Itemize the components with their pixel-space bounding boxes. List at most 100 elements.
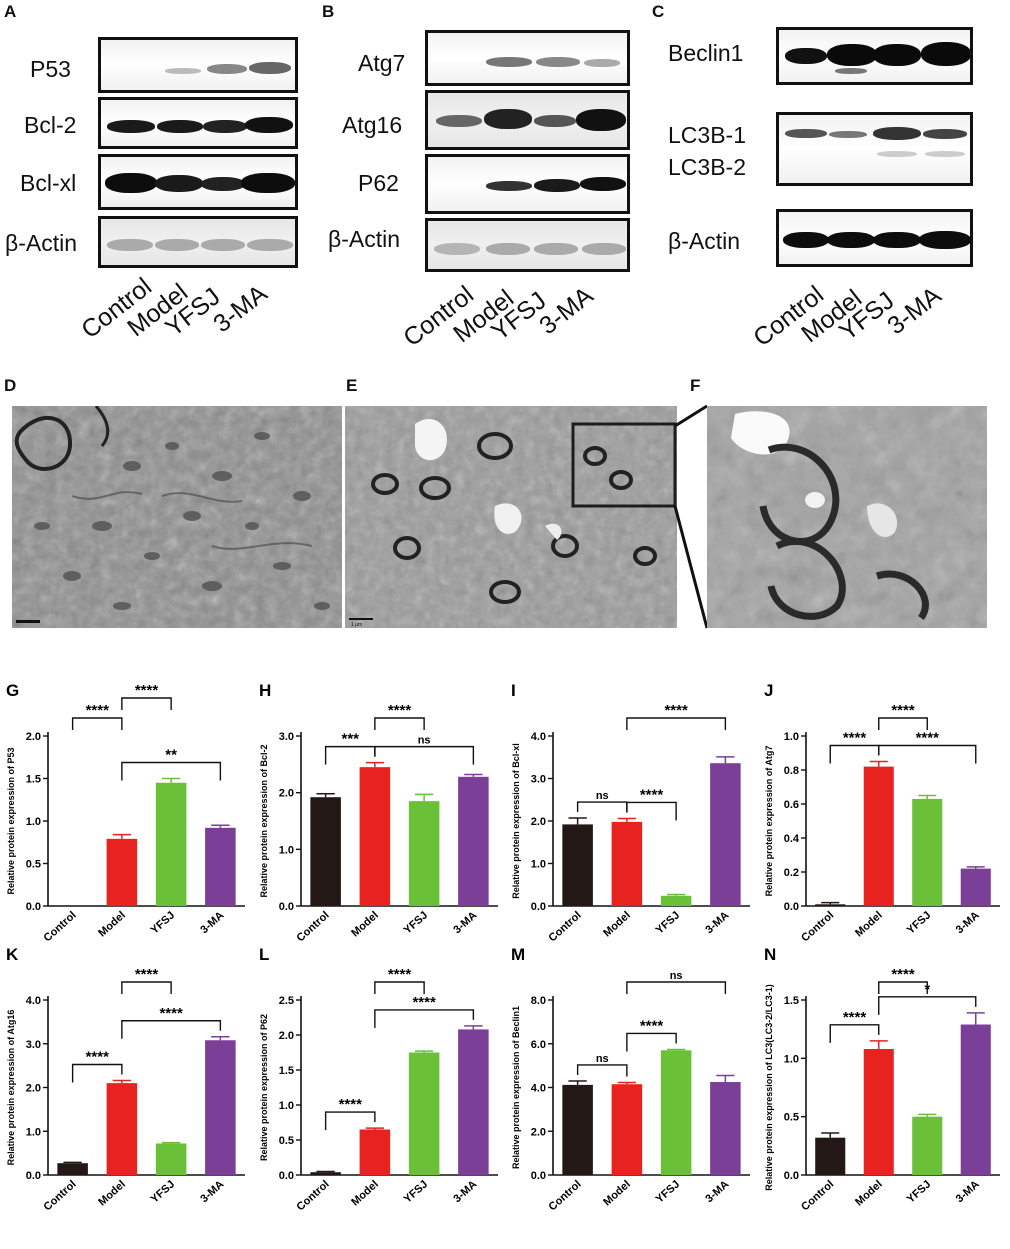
bar-yfsj bbox=[408, 801, 440, 906]
significance-bracket bbox=[71, 1063, 123, 1083]
bar-model bbox=[863, 766, 894, 906]
x-tick-label: Control bbox=[547, 1178, 584, 1213]
x-tick-label: YFSJ bbox=[149, 1178, 177, 1205]
blot-lc3b bbox=[776, 112, 973, 186]
y-axis-label: Relative protein expression of LC3(LC3-2… bbox=[764, 984, 774, 1191]
panel-letter-D: D bbox=[4, 376, 17, 395]
y-axis-label: Relative protein expression of P53 bbox=[6, 747, 16, 894]
em-texture-d bbox=[12, 406, 342, 628]
x-tick-label: YFSJ bbox=[402, 1178, 430, 1205]
significance-label: **** bbox=[135, 682, 159, 699]
panel-letter-E: E bbox=[346, 376, 358, 395]
significance-label: **** bbox=[640, 1017, 664, 1034]
x-tick-label: 3-MA bbox=[954, 1178, 982, 1205]
chart-M: M Relative protein expression of Beclin1 0… bbox=[505, 944, 760, 1249]
y-tick-label: 1.0 bbox=[784, 1053, 799, 1065]
bar-chart-svg: H Relative protein expression of Bcl-2 0.0… bbox=[259, 681, 498, 944]
y-tick-label: 4.0 bbox=[26, 995, 41, 1007]
x-tick-label: YFSJ bbox=[149, 909, 177, 936]
y-tick-label: 0.0 bbox=[531, 901, 546, 913]
y-tick-label: 1.0 bbox=[279, 1100, 294, 1112]
blot-actin-a bbox=[98, 216, 298, 268]
x-tick-label: Control bbox=[295, 1178, 332, 1213]
x-tick-label: Control bbox=[799, 909, 836, 944]
significance-label: ns bbox=[596, 1053, 609, 1065]
y-tick-label: 1.5 bbox=[26, 774, 41, 786]
panel-letter-N: N bbox=[764, 945, 776, 964]
panel-letter-B: B bbox=[322, 2, 335, 21]
bar-3-ma bbox=[205, 827, 236, 906]
bar-yfsj bbox=[912, 798, 943, 906]
y-tick-label: 3.0 bbox=[26, 1039, 41, 1051]
y-tick-label: 0.5 bbox=[279, 1135, 294, 1147]
y-tick-label: 0.6 bbox=[784, 799, 799, 811]
y-axis-label: Relative protein expression of Atg7 bbox=[764, 746, 774, 897]
x-tick-label: Model bbox=[601, 909, 633, 939]
x-tick-label: Model bbox=[349, 909, 381, 939]
chart-G: G Relative protein expression of P53 0.0 0.… bbox=[0, 680, 255, 980]
significance-bracket bbox=[878, 744, 977, 764]
bar-model bbox=[359, 767, 391, 906]
lane-label-a-3ma: 3-MA bbox=[208, 279, 273, 339]
significance-bracket bbox=[878, 717, 928, 730]
bar-model bbox=[106, 838, 138, 906]
chart-L: L Relative protein expression of P62 0.0 0.… bbox=[253, 944, 508, 1249]
y-tick-label: 2.0 bbox=[279, 788, 294, 800]
x-tick-label: Model bbox=[349, 1178, 381, 1208]
bar-chart-svg: J Relative protein expression of Atg7 0.0 0… bbox=[764, 681, 1000, 944]
significance-bracket bbox=[878, 981, 928, 994]
bar-3-ma bbox=[710, 1082, 741, 1175]
significance-bracket bbox=[121, 1020, 222, 1039]
y-axis-label: Relative protein expression of Bcl-2 bbox=[259, 744, 269, 897]
x-tick-label: 3-MA bbox=[954, 909, 982, 936]
bar-model bbox=[611, 821, 643, 906]
significance-label: ns bbox=[418, 735, 431, 747]
significance-bracket bbox=[626, 1032, 677, 1052]
blot-label-actin-a: β-Actin bbox=[5, 230, 78, 256]
y-tick-label: 3.0 bbox=[531, 774, 546, 786]
panel-letter-L: L bbox=[259, 945, 269, 964]
y-tick-label: 0.5 bbox=[26, 859, 41, 871]
bar-control bbox=[57, 1163, 88, 1175]
x-tick-label: Control bbox=[42, 909, 79, 944]
blot-actin-c bbox=[776, 209, 973, 267]
significance-label: **** bbox=[86, 1049, 110, 1066]
em-image-e: 1 μm bbox=[345, 406, 677, 628]
x-tick-label: Model bbox=[96, 1178, 128, 1208]
significance-bracket bbox=[121, 697, 172, 710]
bar-control bbox=[310, 1172, 341, 1175]
x-tick-label: Control bbox=[42, 1178, 79, 1213]
blot-label-bclxl: Bcl-xl bbox=[20, 170, 77, 196]
y-tick-label: 0.0 bbox=[279, 901, 294, 913]
blot-label-beclin1: Beclin1 bbox=[668, 40, 744, 66]
y-tick-label: 4.0 bbox=[531, 1083, 546, 1095]
significance-label: **** bbox=[891, 966, 915, 983]
blot-label-p62: P62 bbox=[358, 170, 399, 196]
significance-label: ns bbox=[670, 970, 683, 982]
y-tick-label: 0.4 bbox=[784, 833, 800, 845]
bar-control bbox=[562, 824, 593, 906]
bar-control bbox=[310, 797, 341, 906]
significance-label: **** bbox=[843, 1009, 867, 1026]
blot-label-p53: P53 bbox=[30, 56, 71, 82]
bar-chart-svg: L Relative protein expression of P62 0.0 0.… bbox=[259, 945, 498, 1213]
lane-label-c-3ma: 3-MA bbox=[882, 281, 947, 341]
blot-beclin1 bbox=[776, 27, 973, 85]
y-tick-label: 0.8 bbox=[784, 765, 799, 777]
significance-label: **** bbox=[891, 702, 915, 719]
y-axis-label: Relative protein expression of Atg16 bbox=[6, 1010, 16, 1166]
significance-label: **** bbox=[135, 966, 159, 983]
bar-model bbox=[611, 1084, 643, 1175]
y-tick-label: 2.5 bbox=[279, 995, 294, 1007]
bar-3-ma bbox=[960, 1024, 991, 1175]
x-tick-label: Control bbox=[799, 1178, 836, 1213]
significance-label: **** bbox=[664, 702, 688, 719]
x-tick-label: Model bbox=[96, 909, 128, 939]
y-axis-label: Relative protein expression of Beclin1 bbox=[511, 1006, 521, 1169]
significance-bracket bbox=[626, 801, 677, 821]
bar-yfsj bbox=[912, 1116, 943, 1175]
y-tick-label: 2.0 bbox=[26, 731, 41, 743]
x-tick-label: Control bbox=[295, 909, 332, 944]
blot-label-lc3b1: LC3B-1 bbox=[668, 122, 746, 148]
bar-model bbox=[106, 1083, 138, 1175]
